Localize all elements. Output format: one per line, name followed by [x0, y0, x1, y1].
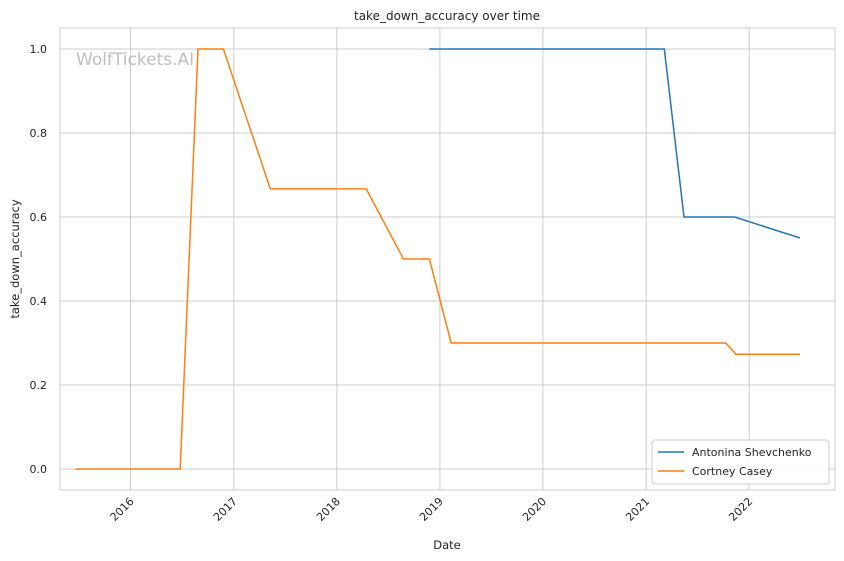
x-tick-label: 2016 [108, 495, 137, 524]
plot-area-border [59, 27, 836, 491]
series-line-2 [75, 48, 800, 470]
x-tick-label: 2020 [520, 495, 549, 524]
x-tick-label: 2021 [623, 495, 652, 524]
x-tick-label: 2017 [211, 495, 240, 524]
watermark: WolfTickets.AI [76, 50, 194, 70]
legend: Antonina Shevchenko Cortney Casey [651, 439, 830, 485]
y-tick-label: 0.0 [30, 463, 48, 476]
series-line-1 [429, 48, 801, 239]
y-axis-title: take_down_accuracy [8, 199, 22, 318]
y-axis-ticks: 0.0 0.2 0.4 0.6 0.8 1.0 [30, 43, 48, 476]
x-axis-ticks: 2016 2017 2018 2019 2020 2021 2022 [108, 495, 756, 524]
legend-label-2: Cortney Casey [692, 465, 773, 478]
legend-label-1: Antonina Shevchenko [692, 446, 812, 459]
legend-items: Antonina Shevchenko Cortney Casey [658, 446, 812, 478]
y-tick-label: 0.8 [30, 127, 48, 140]
y-tick-label: 0.6 [30, 211, 48, 224]
x-axis-title: Date [433, 538, 461, 552]
grid [60, 28, 835, 490]
chart-title: take_down_accuracy over time [354, 9, 540, 23]
y-tick-label: 1.0 [30, 43, 48, 56]
series-layer [75, 48, 801, 470]
x-tick-label: 2018 [314, 495, 343, 524]
x-tick-label: 2019 [417, 495, 446, 524]
y-tick-label: 0.2 [30, 379, 48, 392]
y-tick-label: 0.4 [30, 295, 48, 308]
legend-box [651, 439, 830, 485]
x-tick-label: 2022 [726, 495, 755, 524]
